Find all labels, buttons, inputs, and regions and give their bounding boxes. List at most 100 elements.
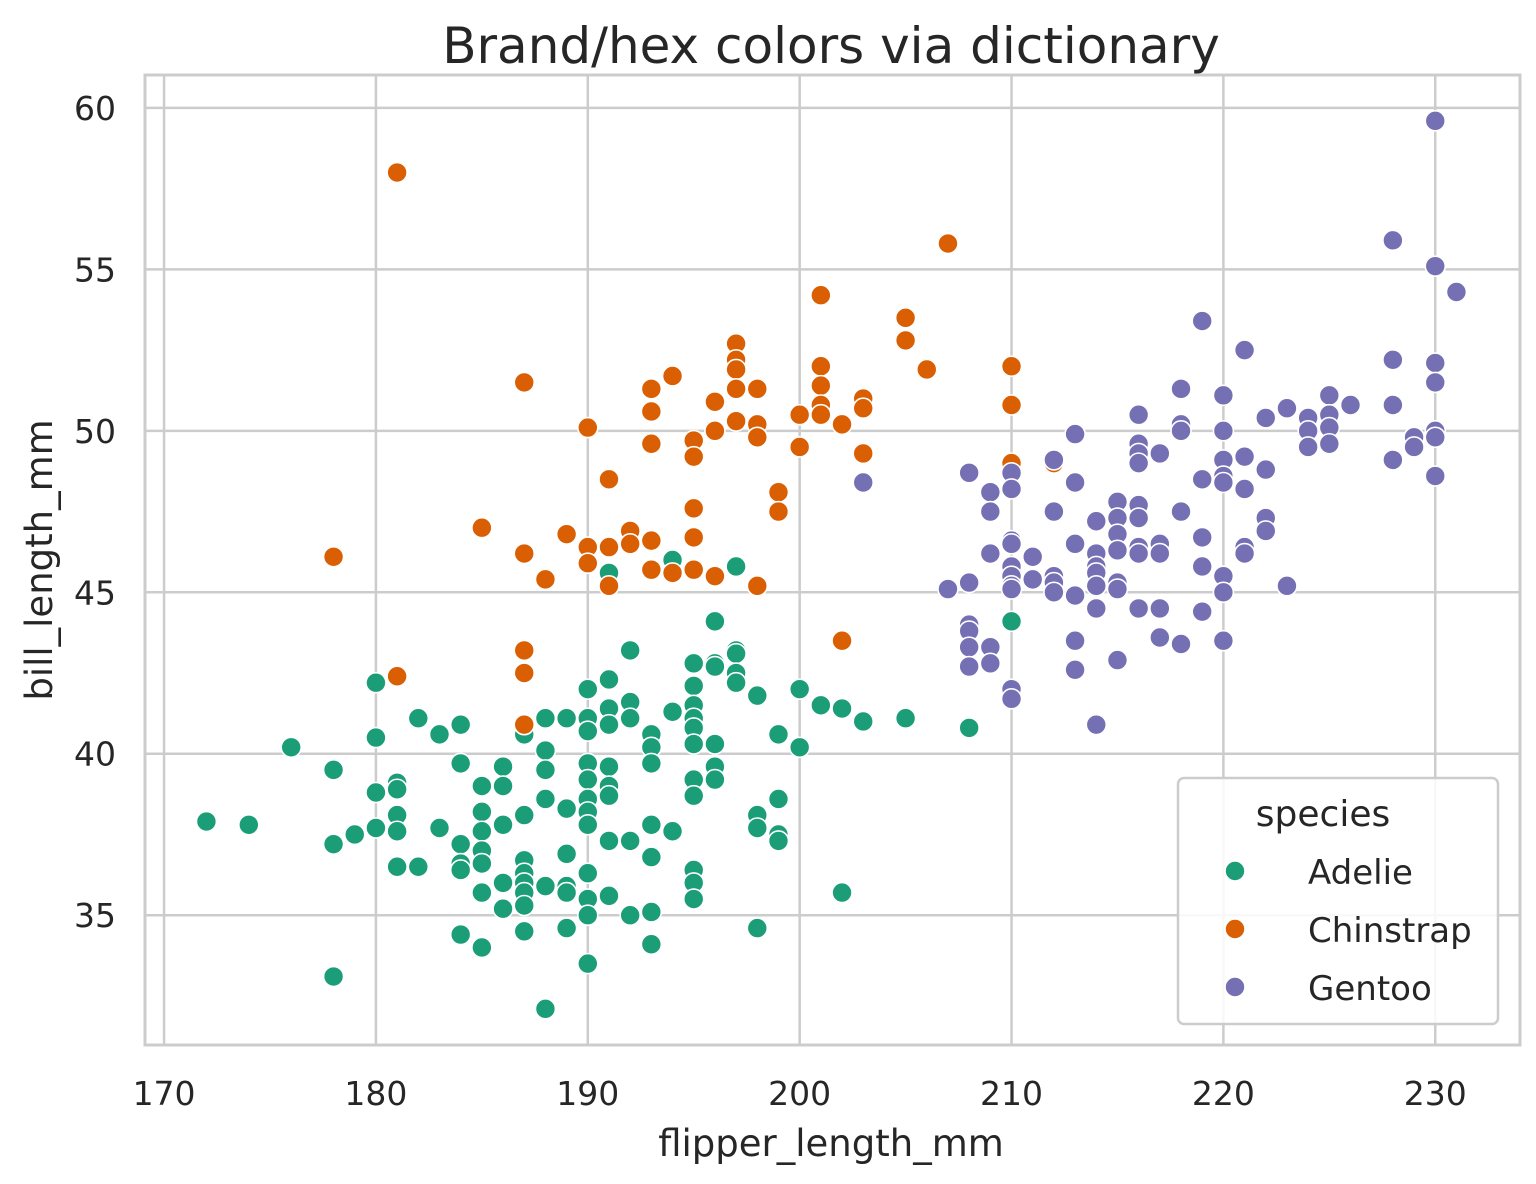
data-point-gentoo — [1149, 626, 1171, 649]
data-point-adelie — [534, 759, 557, 781]
data-point-gentoo — [1233, 339, 1256, 361]
data-point-adelie — [704, 733, 726, 755]
data-point-adelie — [238, 813, 260, 836]
data-point-gentoo — [1043, 500, 1065, 523]
data-point-adelie — [640, 846, 663, 868]
data-point-chinstrap — [513, 371, 536, 394]
legend-marker-adelie — [1224, 860, 1246, 882]
data-point-gentoo — [1043, 449, 1065, 471]
data-point-adelie — [767, 788, 790, 810]
data-point-adelie — [576, 768, 599, 791]
data-point-adelie — [513, 804, 536, 826]
data-point-gentoo — [1000, 688, 1023, 710]
data-point-chinstrap — [598, 536, 620, 558]
data-point-gentoo — [1021, 545, 1044, 568]
data-point-chinstrap — [788, 436, 811, 458]
data-point-adelie — [449, 833, 472, 855]
data-point-adelie — [598, 784, 620, 807]
data-point-adelie — [640, 752, 663, 775]
data-point-chinstrap — [661, 562, 684, 584]
data-point-adelie — [576, 862, 599, 885]
data-point-gentoo — [1339, 394, 1362, 416]
data-point-gentoo — [1254, 458, 1277, 481]
data-point-gentoo — [1318, 384, 1341, 407]
data-point-gentoo — [1170, 633, 1192, 655]
data-point-chinstrap — [598, 468, 620, 491]
data-point-adelie — [788, 678, 811, 700]
data-point-adelie — [831, 697, 853, 720]
data-point-chinstrap — [640, 529, 663, 552]
data-point-adelie — [492, 755, 514, 778]
data-point-adelie — [598, 885, 620, 907]
data-point-adelie — [725, 555, 747, 578]
data-point-chinstrap — [471, 516, 493, 539]
y-tick-label: 50 — [74, 412, 116, 451]
data-point-adelie — [555, 707, 578, 730]
data-point-gentoo — [979, 542, 1002, 565]
data-point-chinstrap — [513, 542, 536, 565]
data-point-adelie — [492, 775, 514, 797]
x-tick-label: 210 — [980, 1074, 1043, 1113]
data-point-adelie — [704, 655, 726, 678]
data-point-adelie — [831, 881, 853, 904]
data-point-gentoo — [1064, 629, 1086, 652]
legend-entries: Adelie Chinstrap Gentoo — [1224, 853, 1472, 1009]
x-tick-label: 230 — [1404, 1074, 1467, 1113]
data-point-gentoo — [1212, 384, 1235, 407]
data-point-gentoo — [979, 481, 1002, 503]
data-point-gentoo — [1106, 539, 1129, 562]
data-point-adelie — [598, 830, 620, 852]
data-point-gentoo — [1233, 542, 1256, 565]
data-point-chinstrap — [746, 426, 769, 449]
data-point-gentoo — [1382, 394, 1404, 416]
data-point-gentoo — [979, 652, 1002, 675]
data-point-gentoo — [1127, 542, 1150, 565]
data-point-adelie — [471, 936, 493, 959]
data-point-adelie — [619, 830, 641, 852]
data-point-adelie — [471, 775, 493, 797]
data-point-gentoo — [1424, 371, 1447, 394]
data-point-gentoo — [1000, 533, 1023, 555]
data-point-gentoo — [1318, 432, 1341, 455]
data-point-adelie — [492, 872, 514, 894]
data-point-chinstrap — [810, 403, 832, 426]
data-point-chinstrap — [725, 410, 747, 432]
data-point-chinstrap — [619, 533, 641, 555]
data-point-adelie — [428, 723, 451, 746]
data-point-adelie — [746, 917, 769, 939]
data-point-gentoo — [1424, 352, 1447, 374]
data-point-chinstrap — [767, 500, 790, 523]
data-point-chinstrap — [513, 639, 536, 662]
data-point-chinstrap — [1000, 394, 1023, 416]
data-point-adelie — [471, 852, 493, 875]
data-point-chinstrap — [788, 403, 811, 426]
data-point-adelie — [407, 855, 430, 878]
data-point-gentoo — [1043, 581, 1065, 604]
plot-frame — [143, 73, 1522, 1047]
x-tick-label: 220 — [1192, 1074, 1255, 1113]
data-point-chinstrap — [746, 378, 769, 400]
data-point-gentoo — [1297, 436, 1319, 458]
data-point-adelie — [449, 752, 472, 775]
legend-marker-chinstrap — [1224, 918, 1246, 940]
data-point-gentoo — [1085, 713, 1108, 736]
data-point-adelie — [365, 817, 387, 839]
data-point-chinstrap — [725, 358, 747, 381]
data-point-adelie — [619, 639, 641, 662]
data-point-adelie — [725, 642, 747, 665]
data-point-chinstrap — [767, 481, 790, 503]
data-point-gentoo — [1212, 581, 1235, 604]
data-point-adelie — [576, 952, 599, 975]
data-point-adelie — [852, 710, 875, 733]
data-point-chinstrap — [852, 442, 875, 465]
data-point-gentoo — [958, 462, 980, 484]
data-point-adelie — [746, 817, 769, 839]
data-point-adelie — [365, 671, 387, 694]
data-point-chinstrap — [682, 558, 705, 581]
data-point-chinstrap — [725, 378, 747, 400]
y-tick-label: 55 — [74, 250, 116, 289]
data-point-gentoo — [1064, 471, 1086, 494]
data-point-adelie — [704, 768, 726, 791]
data-point-gentoo — [1170, 378, 1192, 400]
